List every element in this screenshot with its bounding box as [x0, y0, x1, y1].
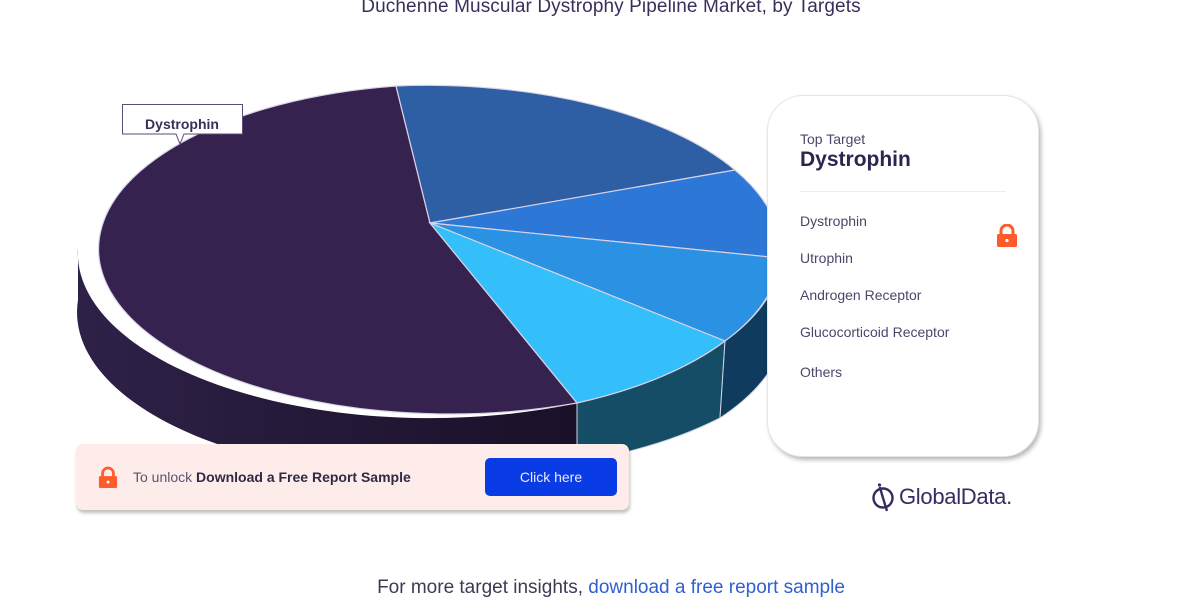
lock-icon: [997, 224, 1017, 247]
chart-title: Duchenne Muscular Dystrophy Pipeline Mar…: [361, 0, 861, 17]
lock-icon: [98, 466, 118, 488]
unlock-banner: To unlock Download a Free Report Sample …: [76, 444, 629, 510]
unlock-text: To unlock Download a Free Report Sample: [133, 469, 411, 485]
download-sample-link[interactable]: download a free report sample: [588, 577, 845, 598]
callout-label: Dystrophin: [145, 116, 219, 132]
legend-item-utrophin: Utrophin: [800, 250, 853, 266]
footer-prefix: For more target insights,: [377, 577, 589, 598]
card-divider: [800, 191, 1006, 192]
unlock-bold-text: Download a Free Report Sample: [196, 469, 411, 485]
logo-text: GlobalData.: [899, 484, 1012, 509]
card-kicker: Top Target: [800, 131, 866, 147]
legend-item-glucocorticoid-receptor: Glucocorticoid Receptor: [800, 324, 950, 340]
slice-utrophin[interactable]: [395, 84, 737, 224]
globaldata-logo-icon: [872, 482, 894, 512]
click-here-button[interactable]: Click here: [485, 458, 617, 496]
globaldata-logo: GlobalData.: [871, 481, 1012, 513]
card-top-value: Dystrophin: [800, 148, 911, 171]
top-target-card: Top Target Dystrophin Dystrophin Utrophi…: [767, 95, 1039, 457]
slice-others[interactable]: [428, 221, 727, 404]
unlock-prefix: To unlock: [133, 469, 197, 485]
footer-text: For more target insights, download a fre…: [0, 577, 1200, 599]
legend-item-dystrophin: Dystrophin: [800, 213, 867, 229]
legend-item-androgen-receptor: Androgen Receptor: [800, 287, 922, 303]
legend-item-others: Others: [800, 364, 843, 380]
slice-callout: Dystrophin: [122, 104, 243, 146]
